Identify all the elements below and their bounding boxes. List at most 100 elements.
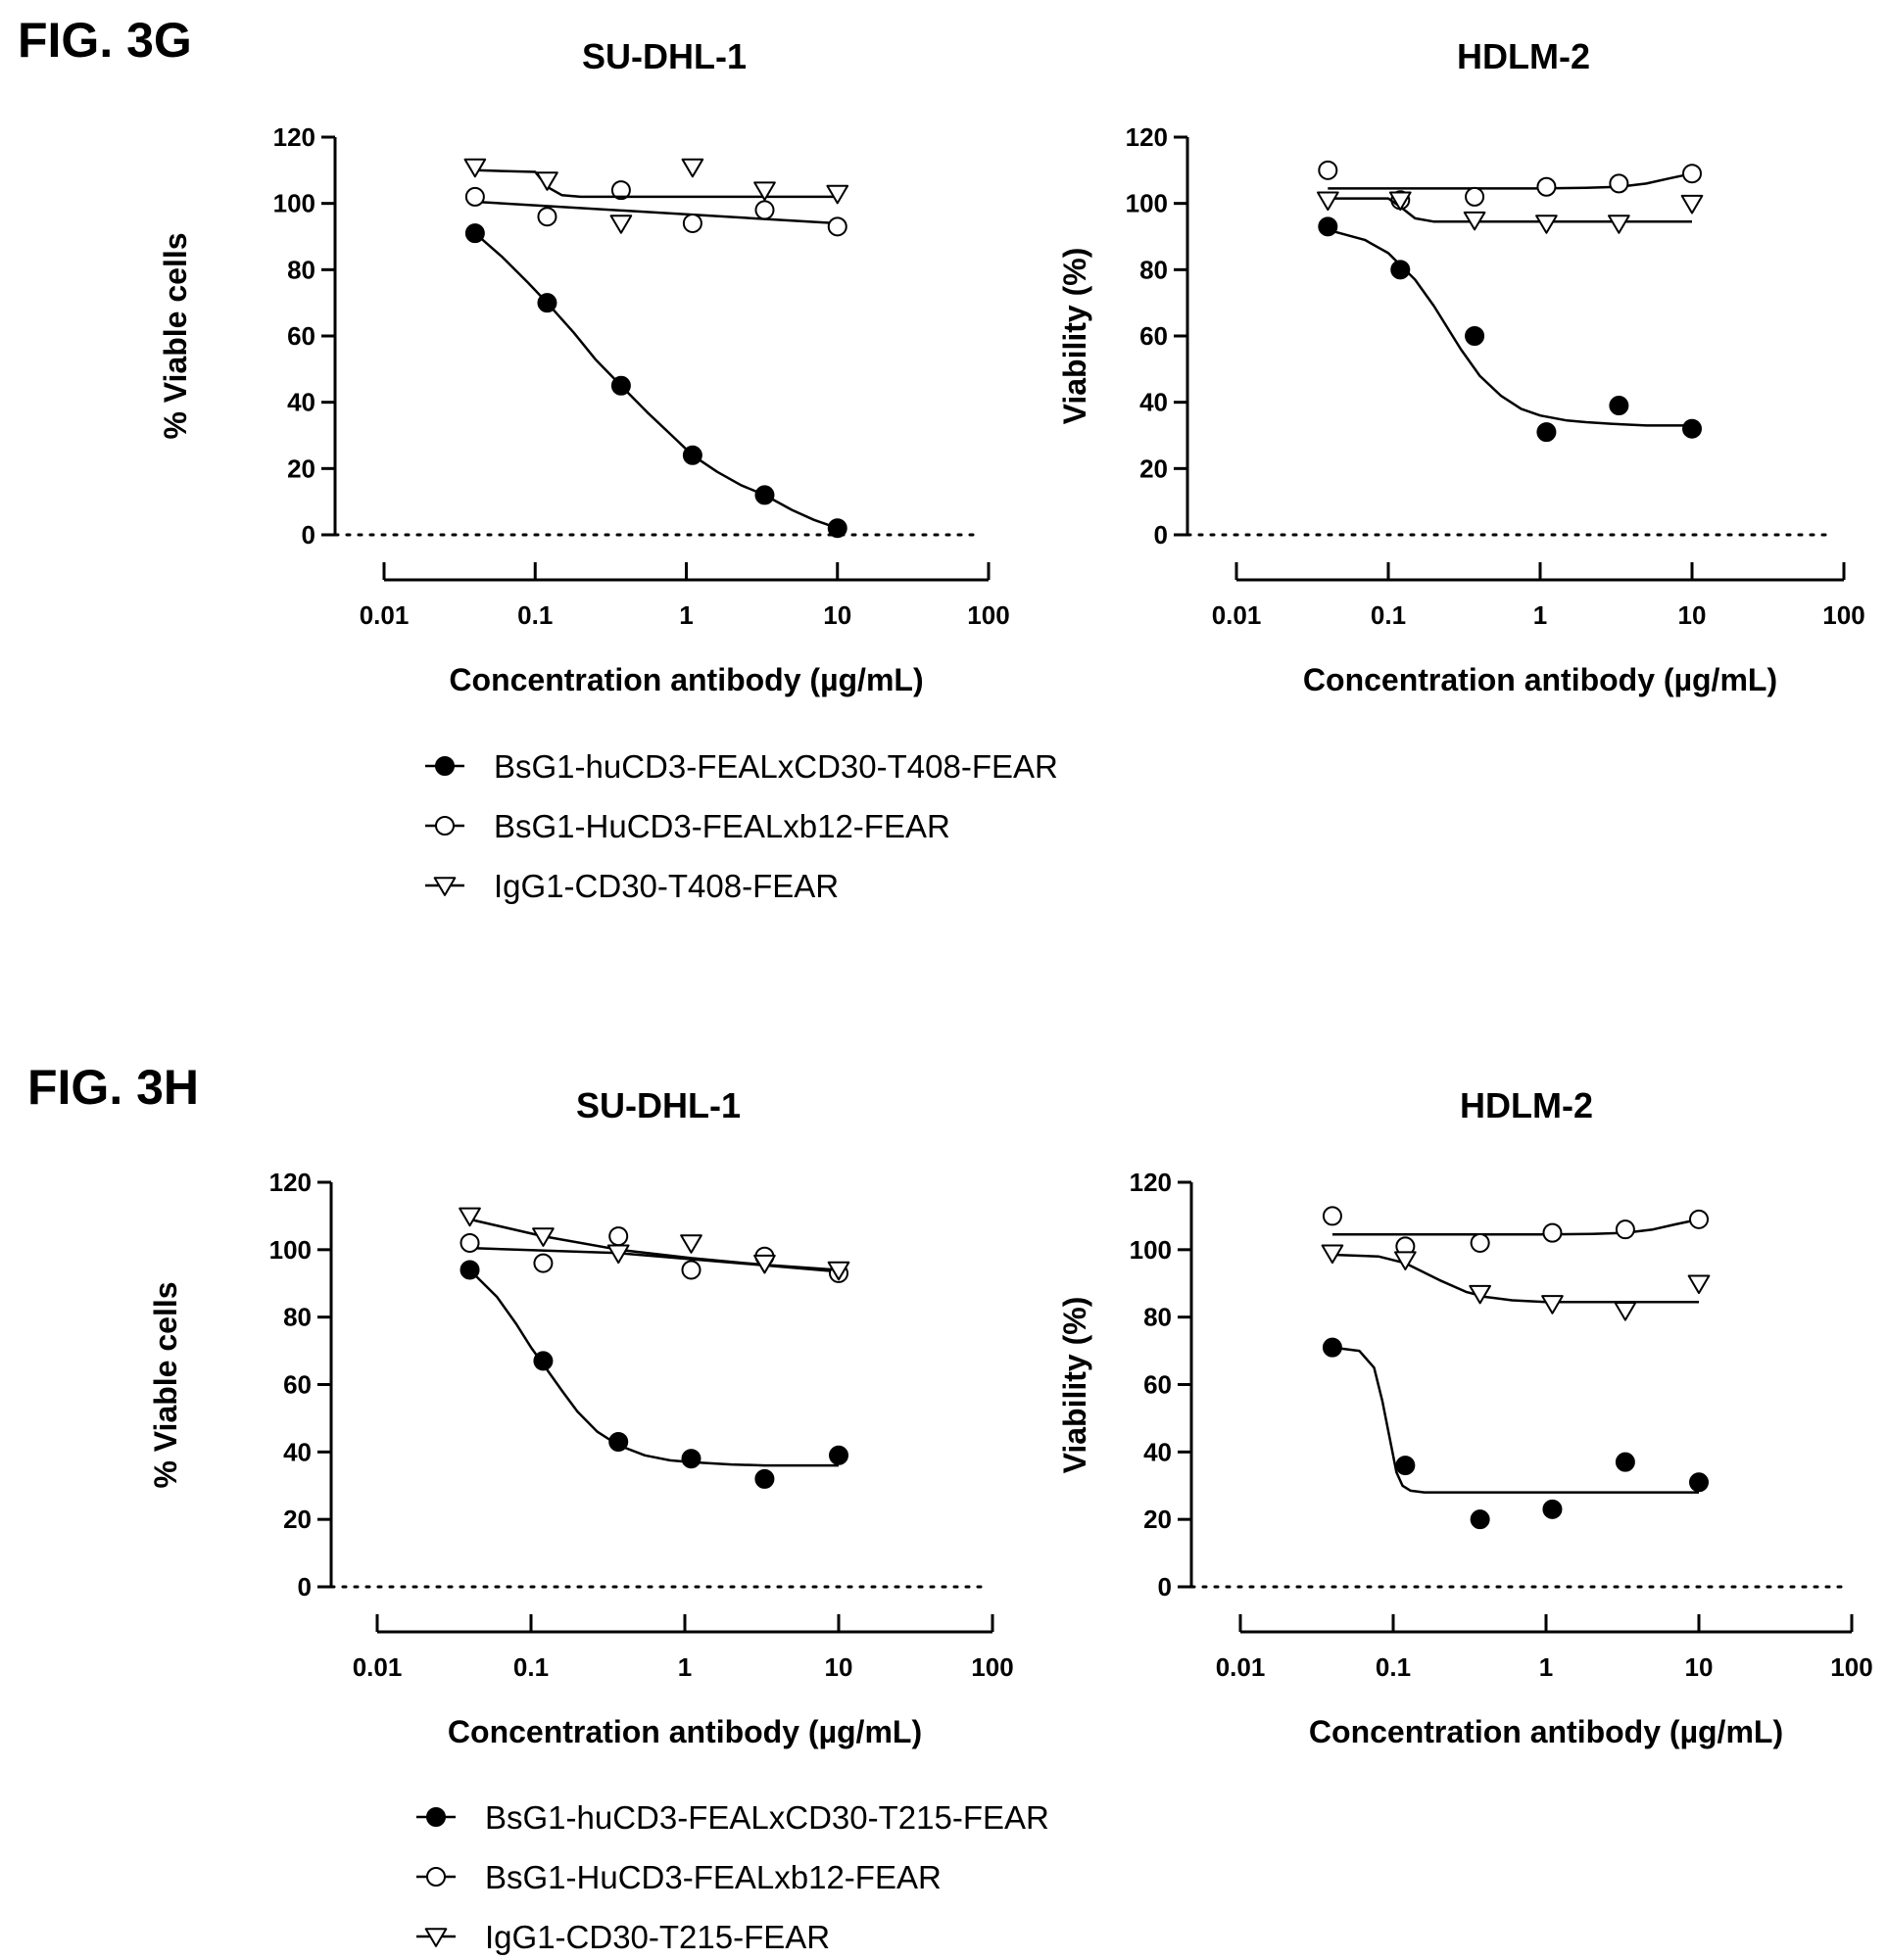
- fit-curve: [1331, 1346, 1699, 1494]
- data-point: [754, 485, 775, 505]
- data-point: [1390, 260, 1411, 280]
- data-point: [681, 1449, 702, 1469]
- data-point: [754, 1468, 775, 1489]
- data-point: [537, 207, 557, 227]
- y-tick-label: 40: [287, 388, 315, 417]
- legend-entry: BsG1-HuCD3-FEALxb12-FEAR: [416, 1859, 942, 1895]
- x-tick-label: 100: [967, 600, 1009, 630]
- chart-title: SU-DHL-1: [582, 36, 747, 76]
- data-series: [1318, 160, 1702, 211]
- data-point: [681, 158, 704, 178]
- data-point: [754, 200, 775, 220]
- x-tick-label: 100: [971, 1652, 1013, 1682]
- data-point: [753, 1254, 776, 1274]
- legend-entry: IgG1-CD30-T215-FEAR: [416, 1919, 830, 1955]
- x-tick-label: 10: [823, 600, 851, 630]
- figure-label: FIG. 3G: [18, 13, 192, 68]
- y-axis-label: Viability (%): [1057, 248, 1092, 425]
- data-series: [1322, 1337, 1709, 1530]
- data-point: [533, 1253, 554, 1273]
- legend-label: IgG1-CD30-T215-FEAR: [485, 1919, 830, 1955]
- x-tick-label: 100: [1822, 600, 1864, 630]
- data-point: [1470, 1509, 1490, 1530]
- fit-curve: [474, 200, 838, 225]
- data-point: [1322, 1206, 1342, 1226]
- y-tick-label: 80: [1143, 1303, 1172, 1332]
- fit-curve: [469, 1246, 840, 1273]
- x-tick-label: 0.01: [1216, 1652, 1266, 1682]
- data-point: [1615, 1452, 1635, 1472]
- chart-title: HDLM-2: [1460, 1085, 1593, 1125]
- y-tick-label: 20: [1143, 1505, 1172, 1534]
- y-tick-label: 20: [283, 1505, 312, 1534]
- data-point: [1535, 215, 1558, 234]
- y-tick-label: 80: [1139, 255, 1168, 284]
- data-point: [1609, 173, 1629, 194]
- x-tick-label: 0.1: [1376, 1652, 1411, 1682]
- data-point: [1465, 326, 1485, 346]
- legend-entry: BsG1-huCD3-FEALxCD30-T408-FEAR: [425, 748, 1058, 785]
- data-point: [1470, 1232, 1490, 1253]
- data-point: [1542, 1499, 1563, 1519]
- data-point: [1680, 194, 1704, 215]
- x-tick-label: 0.01: [353, 1652, 403, 1682]
- y-tick-label: 120: [269, 1168, 312, 1197]
- legend: BsG1-huCD3-FEALxCD30-T215-FEAR BsG1-HuCD3…: [416, 1799, 1049, 1955]
- y-axis-label: Viability (%): [1057, 1297, 1092, 1474]
- data-point: [1536, 176, 1557, 197]
- data-point: [1463, 211, 1486, 231]
- data-point: [1395, 1456, 1416, 1476]
- data-point: [1318, 216, 1338, 237]
- data-point: [1318, 160, 1338, 180]
- data-point: [753, 181, 776, 201]
- data-point: [1687, 1274, 1711, 1295]
- data-point: [1689, 1472, 1709, 1493]
- x-tick-label: 0.1: [517, 600, 553, 630]
- legend-entry: IgG1-CD30-T408-FEAR: [425, 868, 839, 904]
- data-series: [463, 158, 849, 234]
- data-point: [537, 293, 557, 313]
- data-point: [1388, 191, 1412, 212]
- fit-curve: [1331, 1218, 1700, 1236]
- data-point: [606, 1244, 630, 1265]
- data-point: [1614, 1302, 1637, 1321]
- data-point: [610, 375, 631, 396]
- chart-title: SU-DHL-1: [576, 1085, 741, 1125]
- y-tick-label: 80: [283, 1303, 312, 1332]
- legend: BsG1-huCD3-FEALxCD30-T408-FEAR BsG1-HuCD3…: [425, 748, 1058, 904]
- data-point: [460, 1232, 480, 1253]
- x-tick-label: 10: [1685, 1652, 1714, 1682]
- x-axis-label: Concentration antibody (µg/mL): [448, 1714, 922, 1749]
- fit-curve: [1331, 1253, 1699, 1304]
- legend-marker: [435, 816, 455, 836]
- y-tick-label: 20: [1139, 454, 1168, 483]
- x-axis-label: Concentration antibody (µg/mL): [1303, 662, 1777, 697]
- data-point: [682, 445, 702, 465]
- data-point: [1322, 1337, 1342, 1358]
- x-tick-label: 1: [1539, 1652, 1553, 1682]
- y-axis-label: % Viable cells: [158, 232, 193, 439]
- y-tick-label: 0: [1154, 520, 1168, 550]
- y-tick-label: 120: [273, 122, 315, 152]
- legend-marker: [435, 756, 455, 776]
- x-tick-label: 100: [1830, 1652, 1872, 1682]
- data-point: [464, 186, 485, 207]
- legend-entry: BsG1-HuCD3-FEALxb12-FEAR: [425, 808, 950, 844]
- y-tick-label: 40: [1143, 1437, 1172, 1466]
- data-series: [1321, 1244, 1711, 1321]
- data-point: [1316, 191, 1339, 212]
- data-point: [829, 1445, 848, 1465]
- data-point: [826, 184, 849, 205]
- data-series: [1322, 1206, 1709, 1257]
- x-tick-label: 10: [825, 1652, 853, 1682]
- y-tick-label: 100: [1130, 1235, 1172, 1265]
- y-axis-label: % Viable cells: [148, 1281, 183, 1488]
- legend-entry: BsG1-huCD3-FEALxCD30-T215-FEAR: [416, 1799, 1049, 1836]
- y-tick-label: 40: [1139, 388, 1168, 417]
- x-axis-label: Concentration antibody (µg/mL): [449, 662, 923, 697]
- data-point: [681, 1260, 702, 1280]
- data-point: [532, 1227, 555, 1247]
- data-point: [463, 158, 487, 178]
- data-point: [1682, 164, 1702, 184]
- x-tick-label: 0.01: [1212, 600, 1262, 630]
